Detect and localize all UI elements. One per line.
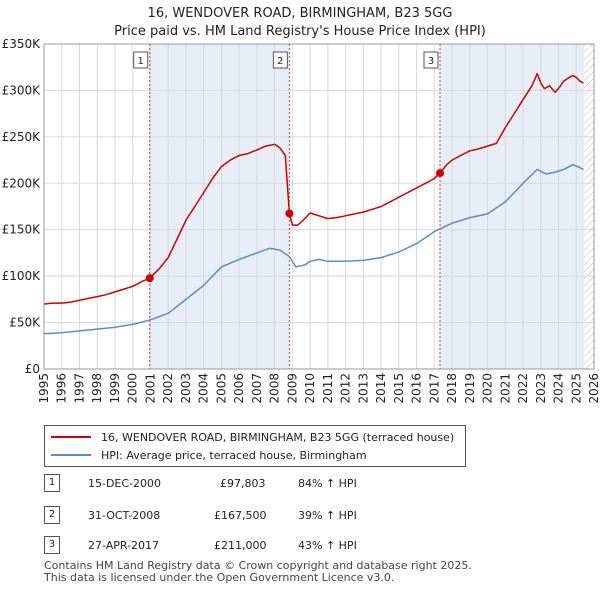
x-tick-label: 2009 [285, 373, 299, 404]
sale-price: £97,803 [220, 477, 266, 490]
licence-text: This data is licensed under the Open Gov… [44, 572, 472, 584]
sale-label: 2 [277, 56, 283, 67]
y-tick-label: £50K [9, 316, 41, 330]
footer: Contains HM Land Registry data © Crown c… [44, 560, 472, 584]
x-tick-label: 2021 [498, 373, 512, 404]
x-tick-label: 2019 [463, 373, 477, 404]
x-tick-label: 2008 [268, 373, 282, 404]
x-tick-label: 1995 [37, 373, 51, 404]
x-tick-label: 2006 [232, 373, 246, 404]
y-tick-label: £100K [2, 269, 42, 283]
legend-property-swatch [51, 436, 91, 438]
sale-number: 3 [44, 536, 60, 554]
sale-price: £167,500 [214, 509, 267, 522]
x-tick-label: 2015 [392, 373, 406, 404]
ownership-shade-2 [440, 44, 584, 369]
x-tick-label: 2002 [161, 373, 175, 404]
x-tick-label: 2012 [339, 373, 353, 404]
x-tick-label: 2004 [197, 373, 211, 404]
sale-number: 1 [44, 474, 60, 492]
x-tick-label: 2026 [587, 373, 600, 404]
ownership-shade-1 [150, 44, 290, 369]
x-tick-label: 2025 [569, 373, 583, 404]
y-tick-label: £300K [2, 83, 42, 97]
x-tick-label: 2017 [427, 373, 441, 404]
legend: 16, WENDOVER ROAD, BIRMINGHAM, B23 5GG (… [44, 425, 466, 467]
sale-number: 2 [44, 506, 60, 524]
x-tick-label: 1996 [55, 373, 69, 404]
x-tick-label: 1998 [90, 373, 104, 404]
y-tick-label: £250K [2, 130, 42, 144]
x-tick-label: 2016 [410, 373, 424, 404]
table-row: 2 31-OCT-2008 £167,500 39% ↑ HPI [44, 506, 464, 526]
x-tick-label: 2007 [250, 373, 264, 404]
sale-hpi-change: 84% ↑ HPI [298, 477, 357, 490]
x-tick-label: 2020 [481, 373, 495, 404]
legend-item-hpi: HPI: Average price, terraced house, Birm… [51, 447, 367, 463]
legend-item-property: 16, WENDOVER ROAD, BIRMINGHAM, B23 5GG (… [51, 429, 454, 445]
x-tick-label: 1997 [72, 373, 86, 404]
legend-property-label: 16, WENDOVER ROAD, BIRMINGHAM, B23 5GG (… [101, 431, 454, 444]
x-tick-label: 2024 [552, 373, 566, 404]
sale-label: 3 [428, 56, 434, 67]
x-tick-label: 2022 [516, 373, 530, 404]
sale-point [146, 274, 154, 282]
x-tick-label: 2010 [303, 373, 317, 404]
legend-hpi-label: HPI: Average price, terraced house, Birm… [101, 449, 367, 462]
sale-price: £211,000 [214, 539, 267, 552]
sale-point [436, 169, 444, 177]
x-tick-label: 2005 [214, 373, 228, 404]
sale-date: 15-DEC-2000 [88, 477, 161, 490]
x-tick-label: 2003 [179, 373, 193, 404]
x-tick-label: 2001 [143, 373, 157, 404]
legend-hpi-swatch [51, 454, 91, 456]
x-tick-label: 2011 [321, 373, 335, 404]
x-tick-label: 1999 [108, 373, 122, 404]
sale-date: 31-OCT-2008 [88, 509, 160, 522]
y-tick-label: £350K [2, 37, 42, 51]
y-tick-label: £150K [2, 223, 42, 237]
sale-hpi-change: 43% ↑ HPI [298, 539, 357, 552]
table-row: 1 15-DEC-2000 £97,803 84% ↑ HPI [44, 474, 464, 494]
forecast-hatch [584, 44, 594, 369]
sale-date: 27-APR-2017 [88, 539, 159, 552]
sale-label: 1 [138, 56, 144, 67]
x-tick-label: 2023 [534, 373, 548, 404]
x-tick-label: 2000 [126, 373, 140, 404]
sale-point [285, 209, 293, 217]
price-chart: £0£50K£100K£150K£200K£250K£300K£350K1995… [0, 0, 600, 420]
table-row: 3 27-APR-2017 £211,000 43% ↑ HPI [44, 536, 464, 556]
y-tick-label: £200K [2, 176, 42, 190]
x-tick-label: 2013 [356, 373, 370, 404]
x-tick-label: 2014 [374, 373, 388, 404]
x-tick-label: 2018 [445, 373, 459, 404]
sale-hpi-change: 39% ↑ HPI [298, 509, 357, 522]
